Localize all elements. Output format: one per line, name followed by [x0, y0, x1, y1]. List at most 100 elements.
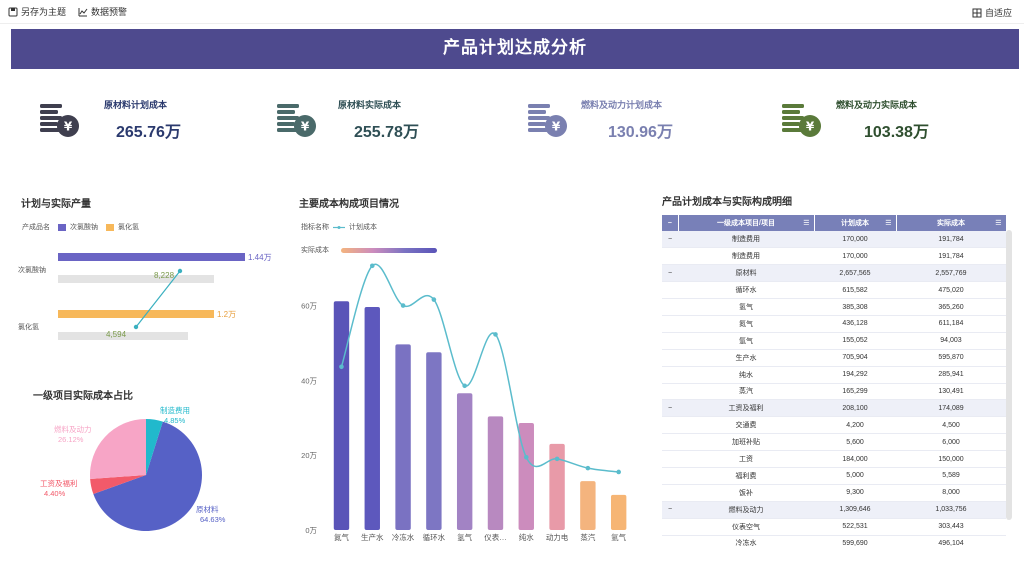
- legend-item[interactable]: 次氯酸钠: [70, 224, 98, 231]
- cell-name: 工资及福利: [678, 399, 814, 418]
- cell-actual: 475,020: [896, 281, 1006, 300]
- table-row[interactable]: 交通费 4,200 4,500: [662, 416, 1006, 435]
- table-scrollbar[interactable]: [1006, 230, 1012, 520]
- line-point[interactable]: [493, 332, 498, 337]
- x-tick-label: 蒸汽: [580, 532, 596, 542]
- cell-name: 仪表空气: [678, 518, 814, 536]
- table-row[interactable]: 冷冻水 599,690 496,104: [662, 535, 1006, 551]
- kpi-value: 103.38万: [864, 124, 929, 141]
- cell-name: 制造费用: [678, 247, 814, 266]
- line-point[interactable]: [554, 456, 560, 462]
- line-point[interactable]: [369, 263, 375, 269]
- table-group-row[interactable]: − 制造费用 170,000 191,784: [662, 231, 1006, 249]
- header-actual: 实际成本 ☰: [896, 215, 1006, 231]
- cell-name: 制造费用: [678, 231, 814, 249]
- pie-slice[interactable]: [146, 419, 163, 475]
- expand-toggle[interactable]: −: [662, 501, 678, 519]
- cell-name: 工资: [678, 450, 814, 468]
- table-row[interactable]: 福利费 5,000 5,589: [662, 467, 1006, 485]
- sort-icon[interactable]: ☰: [995, 220, 1002, 227]
- legend-swatch: [58, 223, 66, 231]
- collapse-all-toggle[interactable]: −: [662, 215, 679, 231]
- kpi-value: 265.76万: [116, 124, 181, 141]
- table-row[interactable]: 氮气 436,128 611,184: [662, 315, 1006, 333]
- cell-plan: 5,000: [814, 467, 896, 485]
- table-row[interactable]: 加班补贴 5,600 6,000: [662, 433, 1006, 452]
- sort-icon[interactable]: ☰: [803, 220, 810, 227]
- category-label: 氯化氢: [18, 322, 39, 331]
- cost-bar[interactable]: [364, 306, 380, 530]
- cell-name: 氩气: [678, 332, 814, 350]
- cell-actual: 5,589: [896, 467, 1006, 485]
- actual-cost-label: 实际成本: [301, 247, 329, 254]
- plan-bar: [58, 310, 214, 318]
- save-as-theme-button[interactable]: 另存为主题: [8, 5, 66, 18]
- line-point[interactable]: [616, 469, 621, 475]
- table-row[interactable]: 饭补 9,300 8,000: [662, 484, 1006, 502]
- table-row[interactable]: 制造费用 170,000 191,784: [662, 247, 1006, 266]
- svg-text:¥: ¥: [552, 120, 561, 134]
- table-row[interactable]: 纯水 194,292 285,941: [662, 366, 1006, 384]
- save-theme-icon: [8, 7, 18, 16]
- pie-slice[interactable]: [93, 421, 202, 531]
- y-tick-label: 60万: [301, 301, 317, 310]
- cost-bar[interactable]: [580, 481, 596, 530]
- legend-item[interactable]: 氯化氢: [118, 224, 139, 231]
- cost-bar[interactable]: [395, 344, 411, 530]
- sort-icon[interactable]: ☰: [885, 220, 892, 227]
- table-row[interactable]: 氢气 385,308 365,260: [662, 298, 1006, 316]
- indent-cell: [662, 247, 678, 266]
- line-point[interactable]: [400, 303, 406, 308]
- data-alert-button[interactable]: 数据预警: [78, 5, 127, 18]
- line-point[interactable]: [431, 297, 437, 302]
- indicator-label: 指标名称: [301, 224, 329, 231]
- kpi-value: 130.96万: [608, 124, 673, 141]
- cell-actual: 6,000: [896, 433, 1006, 452]
- data-alert-label: 数据预警: [91, 7, 128, 17]
- page-title: 产品计划达成分析: [443, 38, 587, 57]
- coin-stack-icon: ¥: [528, 104, 567, 137]
- line-point[interactable]: [585, 465, 591, 471]
- pie-chart-title: 一级项目实际成本占比: [33, 391, 133, 402]
- actual-value-label: 4,594: [106, 330, 127, 339]
- line-point[interactable]: [462, 383, 467, 389]
- table-row[interactable]: 蒸汽 165,299 130,491: [662, 383, 1006, 401]
- table-group-row[interactable]: − 工资及福利 208,100 174,089: [662, 399, 1006, 418]
- table-row[interactable]: 循环水 615,582 475,020: [662, 281, 1006, 300]
- line-point[interactable]: [339, 364, 344, 370]
- pie-slice[interactable]: [90, 475, 146, 495]
- table-group-row[interactable]: − 原材料 2,657,565 2,557,769: [662, 264, 1006, 283]
- cost-bar[interactable]: [333, 301, 350, 530]
- table-group-row[interactable]: − 燃料及动力 1,309,646 1,033,756: [662, 501, 1006, 519]
- expand-toggle[interactable]: −: [662, 399, 678, 418]
- cell-plan: 599,690: [814, 535, 896, 551]
- table-row[interactable]: 氩气 155,052 94,003: [662, 332, 1006, 350]
- legend-item[interactable]: 计划成本: [349, 224, 377, 231]
- cost-line-legend: 指标名称 计划成本: [301, 222, 377, 232]
- expand-toggle[interactable]: −: [662, 264, 678, 283]
- cost-bar[interactable]: [610, 494, 627, 530]
- table-row[interactable]: 仪表空气 522,531 303,443: [662, 518, 1006, 536]
- cost-bar[interactable]: [456, 393, 473, 530]
- cost-bar[interactable]: [487, 416, 504, 530]
- x-tick-label: 仪表…: [484, 532, 507, 542]
- cell-actual: 1,033,756: [896, 501, 1006, 519]
- cost-bar[interactable]: [518, 422, 534, 530]
- cost-bar[interactable]: [426, 352, 442, 530]
- cell-name: 交通费: [678, 416, 814, 435]
- adaptive-button[interactable]: 自适应: [972, 6, 1012, 19]
- cell-plan: 5,600: [814, 433, 896, 452]
- table-row[interactable]: 生产水 705,904 595,870: [662, 349, 1006, 367]
- gradient-legend[interactable]: [341, 247, 437, 253]
- cell-actual: 285,941: [896, 366, 1006, 384]
- table-row[interactable]: 工资 184,000 150,000: [662, 450, 1006, 468]
- indent-cell: [662, 315, 678, 333]
- cell-plan: 2,657,565: [814, 264, 896, 283]
- plan-value-label: 1.44万: [248, 253, 272, 262]
- header-plan: 计划成本 ☰: [814, 215, 897, 231]
- pie-slice[interactable]: [89, 419, 146, 479]
- line-point[interactable]: [523, 454, 529, 460]
- expand-toggle[interactable]: −: [662, 231, 678, 249]
- cost-bar[interactable]: [549, 443, 565, 530]
